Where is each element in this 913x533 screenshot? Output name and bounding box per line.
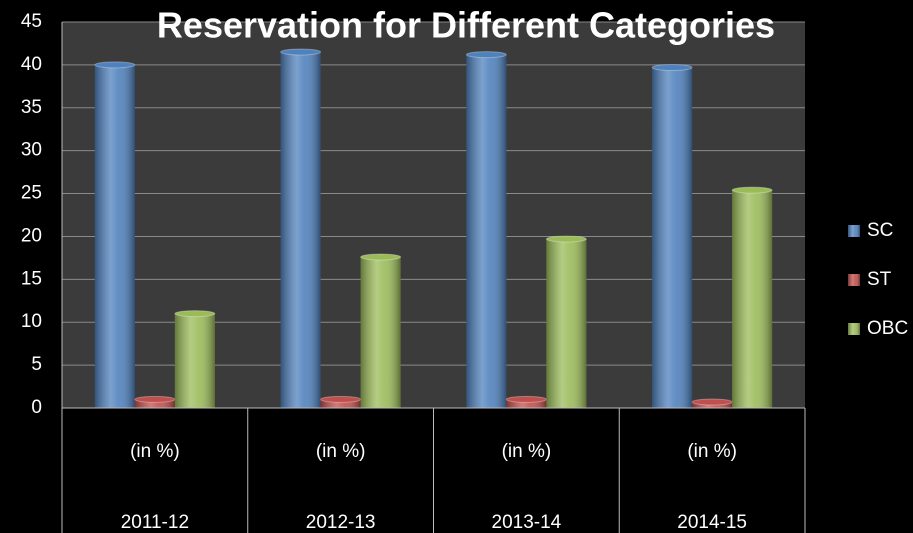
bar-cap: [731, 186, 773, 194]
y-tick-label: 45: [21, 11, 42, 32]
chart-title: Reservation for Different Categories: [157, 5, 775, 46]
bar-shade: [280, 52, 321, 409]
bar: [320, 395, 362, 408]
bar-shade: [652, 67, 693, 408]
bar: [360, 253, 402, 408]
y-tick-label: 30: [21, 140, 42, 161]
bar-shade: [692, 401, 733, 408]
bar: [731, 186, 773, 408]
bar: [545, 235, 587, 408]
y-tick-label: 5: [31, 354, 42, 375]
bar-cap: [651, 63, 693, 71]
bar: [691, 398, 733, 408]
bar-cap: [174, 310, 216, 318]
bar-shade: [94, 64, 135, 408]
legend-swatch-shade: [848, 274, 860, 286]
y-tick-label: 15: [21, 268, 42, 289]
bar-shade: [174, 313, 215, 408]
bar-cap: [545, 235, 587, 243]
bar-shade: [546, 239, 587, 408]
y-tick-label: 40: [21, 54, 42, 75]
x-tick-label: (in %): [316, 441, 366, 462]
legend-swatch-shade: [848, 225, 860, 237]
x-tick-label: (in %): [130, 441, 180, 462]
x-group-label: 2013-14: [492, 512, 562, 533]
x-group-label: 2012-13: [306, 512, 376, 533]
plot-area: [62, 22, 805, 408]
bar-cap: [691, 398, 733, 406]
x-group-label: 2014-15: [677, 512, 747, 533]
y-tick-label: 0: [31, 397, 42, 418]
legend-label: SC: [867, 220, 893, 241]
bar-cap: [360, 253, 402, 261]
bar-shade: [466, 54, 507, 409]
bar-cap: [465, 51, 507, 59]
y-tick-label: 35: [21, 97, 42, 118]
bar: [651, 63, 693, 408]
x-group-label: 2011-12: [121, 512, 189, 533]
bar-shade: [732, 190, 773, 408]
bar-shade: [506, 399, 547, 408]
legend-label: OBC: [867, 318, 908, 339]
bar: [134, 395, 176, 408]
bar: [505, 395, 547, 408]
bar-cap: [134, 395, 176, 403]
y-tick-label: 10: [21, 311, 42, 332]
bar-shade: [134, 399, 175, 408]
bar-shade: [320, 399, 361, 408]
y-tick-label: 20: [21, 225, 42, 246]
bar-cap: [320, 395, 362, 403]
bar: [465, 51, 507, 409]
bar: [280, 48, 322, 409]
bar: [94, 61, 136, 408]
x-tick-label: (in %): [687, 441, 737, 462]
legend-swatch-shade: [848, 323, 860, 335]
bar-shade: [360, 257, 401, 408]
y-tick-label: 25: [21, 183, 42, 204]
bar: [174, 310, 216, 408]
legend-label: ST: [867, 269, 892, 290]
x-tick-label: (in %): [502, 441, 552, 462]
bar-cap: [505, 395, 547, 403]
bar-cap: [94, 61, 136, 69]
bar-cap: [280, 48, 322, 56]
